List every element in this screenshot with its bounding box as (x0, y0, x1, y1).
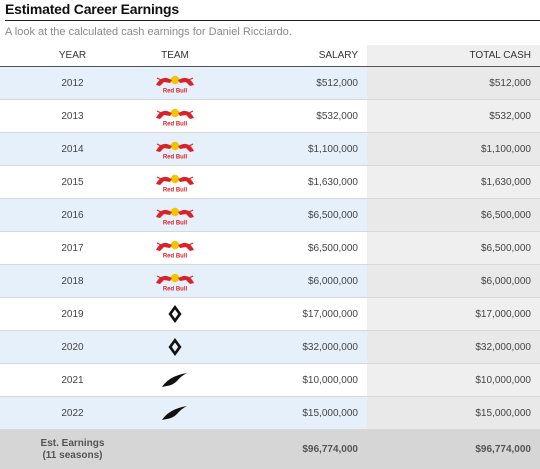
table-footer-row: Est. Earnings (11 seasons) $96,774,000 $… (0, 430, 540, 469)
total-cash-cell: $15,000,000 (367, 397, 540, 430)
footer-label: Est. Earnings (11 seasons) (0, 430, 145, 469)
table-row: 2021 $10,000,000$10,000,000 (0, 364, 540, 397)
table-row: 2016 Red Bull $6,500,000$6,500,000 (0, 199, 540, 232)
year-cell: 2020 (0, 331, 145, 364)
red-bull-logo: Red Bull (154, 138, 196, 160)
table-row: 2015 Red Bull $1,630,000$1,630,000 (0, 166, 540, 199)
total-cash-cell: $6,500,000 (367, 232, 540, 265)
red-bull-wordmark: Red Bull (163, 287, 188, 293)
red-bull-logo: Red Bull (154, 171, 196, 193)
total-cash-cell: $1,630,000 (367, 166, 540, 199)
team-cell: Red Bull (145, 100, 205, 133)
red-bull-wordmark: Red Bull (163, 89, 188, 95)
column-header-team: TEAM (145, 45, 205, 67)
team-cell: Red Bull (145, 67, 205, 100)
red-bull-wordmark: Red Bull (163, 188, 188, 194)
header: Estimated Career Earnings (5, 0, 540, 21)
salary-cell: $532,000 (205, 100, 367, 133)
team-cell (145, 397, 205, 430)
salary-cell: $15,000,000 (205, 397, 367, 430)
total-cash-cell: $17,000,000 (367, 298, 540, 331)
red-bull-wordmark: Red Bull (163, 221, 188, 227)
year-cell: 2018 (0, 265, 145, 298)
footer-label-line2: (11 seasons) (0, 450, 145, 462)
footer-salary: $96,774,000 (205, 430, 367, 469)
year-cell: 2017 (0, 232, 145, 265)
table-row: 2018 Red Bull $6,000,000$6,000,000 (0, 265, 540, 298)
table-row: 2020 $32,000,000$32,000,000 (0, 331, 540, 364)
salary-cell: $6,500,000 (205, 232, 367, 265)
year-cell: 2022 (0, 397, 145, 430)
total-cash-cell: $10,000,000 (367, 364, 540, 397)
salary-cell: $32,000,000 (205, 331, 367, 364)
team-cell: Red Bull (145, 133, 205, 166)
red-bull-wordmark: Red Bull (163, 254, 188, 260)
year-cell: 2015 (0, 166, 145, 199)
earnings-table: YEAR TEAM SALARY TOTAL CASH 2012 Red Bull… (0, 45, 540, 469)
footer-team-cell (145, 430, 205, 469)
renault-logo (167, 337, 183, 357)
team-cell: Red Bull (145, 199, 205, 232)
salary-cell: $10,000,000 (205, 364, 367, 397)
total-cash-cell: $512,000 (367, 67, 540, 100)
table-row: 2012 Red Bull $512,000$512,000 (0, 67, 540, 100)
red-bull-wordmark: Red Bull (163, 155, 188, 161)
team-cell: Red Bull (145, 232, 205, 265)
column-header-salary: SALARY (205, 45, 367, 67)
total-cash-cell: $532,000 (367, 100, 540, 133)
mclaren-logo (161, 372, 189, 388)
salary-cell: $6,000,000 (205, 265, 367, 298)
table-header-row: YEAR TEAM SALARY TOTAL CASH (0, 45, 540, 67)
red-bull-logo: Red Bull (154, 204, 196, 226)
year-cell: 2012 (0, 67, 145, 100)
year-cell: 2016 (0, 199, 145, 232)
team-cell: Red Bull (145, 265, 205, 298)
salary-cell: $1,100,000 (205, 133, 367, 166)
page-title: Estimated Career Earnings (5, 1, 179, 17)
table-row: 2014 Red Bull $1,100,000$1,100,000 (0, 133, 540, 166)
column-header-total-cash: TOTAL CASH (367, 45, 540, 67)
salary-cell: $512,000 (205, 67, 367, 100)
salary-cell: $6,500,000 (205, 199, 367, 232)
column-header-year: YEAR (0, 45, 145, 67)
total-cash-cell: $32,000,000 (367, 331, 540, 364)
salary-cell: $1,630,000 (205, 166, 367, 199)
table-row: 2017 Red Bull $6,500,000$6,500,000 (0, 232, 540, 265)
red-bull-wordmark: Red Bull (163, 122, 188, 128)
total-cash-cell: $6,000,000 (367, 265, 540, 298)
team-cell: Red Bull (145, 166, 205, 199)
table-row: 2019 $17,000,000$17,000,000 (0, 298, 540, 331)
footer-label-line1: Est. Earnings (0, 438, 145, 450)
red-bull-logo: Red Bull (154, 270, 196, 292)
team-cell (145, 364, 205, 397)
red-bull-logo: Red Bull (154, 72, 196, 94)
year-cell: 2019 (0, 298, 145, 331)
team-cell (145, 298, 205, 331)
total-cash-cell: $1,100,000 (367, 133, 540, 166)
red-bull-logo: Red Bull (154, 237, 196, 259)
page-subtitle: A look at the calculated cash earnings f… (5, 26, 292, 38)
salary-cell: $17,000,000 (205, 298, 367, 331)
year-cell: 2013 (0, 100, 145, 133)
table-row: 2013 Red Bull $532,000$532,000 (0, 100, 540, 133)
total-cash-cell: $6,500,000 (367, 199, 540, 232)
footer-total: $96,774,000 (367, 430, 540, 469)
renault-logo (167, 304, 183, 324)
year-cell: 2014 (0, 133, 145, 166)
table-row: 2022 $15,000,000$15,000,000 (0, 397, 540, 430)
mclaren-logo (161, 405, 189, 421)
red-bull-logo: Red Bull (154, 105, 196, 127)
team-cell (145, 331, 205, 364)
year-cell: 2021 (0, 364, 145, 397)
